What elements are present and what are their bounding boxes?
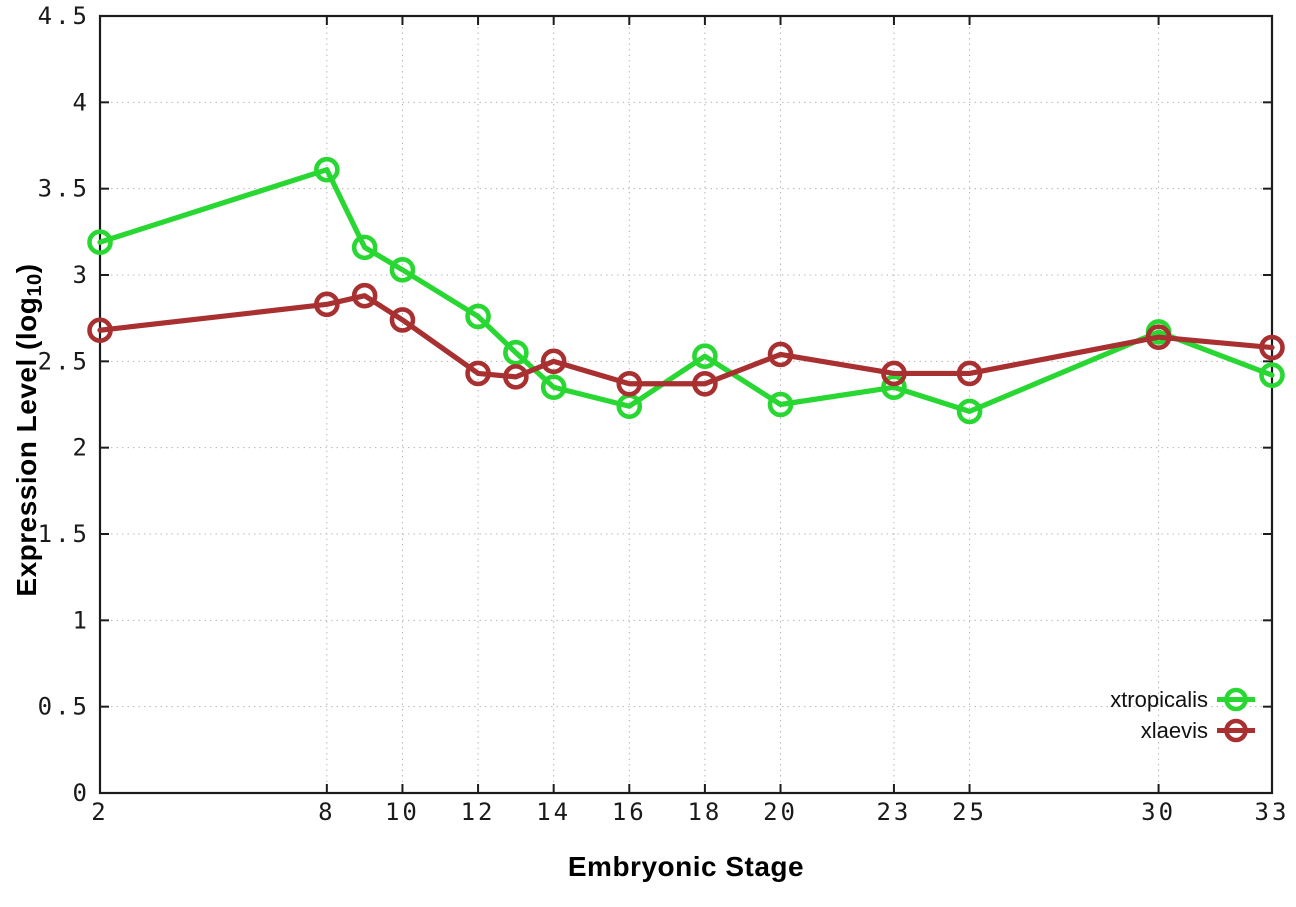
- y-tick-label: 3: [73, 261, 90, 289]
- data-point-xlaevis-10: [389, 307, 416, 333]
- data-point-xlaevis-2: [87, 317, 113, 344]
- y-tick-label: 1.5: [38, 520, 90, 548]
- data-point-xlaevis-30: [1145, 324, 1172, 350]
- x-tick-label: 30: [1141, 798, 1176, 826]
- data-point-xtropicalis-33: [1259, 362, 1285, 388]
- y-tick-label: 2: [73, 434, 90, 462]
- legend-marker-xlaevis: [1217, 718, 1255, 743]
- data-point-xlaevis-13: [503, 364, 529, 390]
- x-tick-label: 25: [952, 798, 987, 826]
- x-tick-label: 33: [1255, 798, 1290, 826]
- data-point-xlaevis-16: [616, 370, 643, 397]
- data-point-xlaevis-33: [1259, 334, 1285, 361]
- y-axis-label-suffix: ): [11, 263, 42, 274]
- data-point-xtropicalis-12: [465, 303, 491, 330]
- y-axis-label: Expression Level (log10): [11, 263, 46, 597]
- data-point-xlaevis-18: [692, 370, 718, 397]
- y-axis-label-subscript: 10: [24, 273, 46, 297]
- x-tick-label: 12: [461, 798, 496, 826]
- y-axis-label-text: Expression Level (log: [11, 296, 42, 597]
- legend-marker-xtropicalis: [1217, 687, 1255, 712]
- y-tick-label: 2.5: [38, 347, 90, 375]
- data-point-xtropicalis-18: [692, 343, 718, 369]
- legend-label-xtropicalis: xtropicalis: [1110, 686, 1208, 712]
- data-point-xtropicalis-2: [87, 229, 113, 255]
- y-tick-label: 1: [73, 606, 90, 634]
- y-tick-label: 4: [73, 88, 90, 116]
- y-tick-label: 3.5: [38, 175, 90, 203]
- legend-label-xlaevis: xlaevis: [1140, 717, 1208, 743]
- legend: xtropicalis xlaevis: [1110, 684, 1255, 746]
- data-point-xtropicalis-9: [351, 234, 378, 261]
- plot-border: [98, 14, 1274, 795]
- y-tick-label: 0: [73, 779, 90, 807]
- data-point-xtropicalis-10: [389, 257, 416, 283]
- x-tick-label: 8: [318, 798, 335, 826]
- data-point-xlaevis-25: [956, 360, 983, 387]
- data-point-xtropicalis-8: [314, 156, 340, 183]
- data-point-xtropicalis-25: [956, 398, 983, 425]
- series-line-xtropicalis: [97, 167, 1275, 415]
- data-point-xtropicalis-14: [540, 374, 567, 401]
- x-tick-label: 16: [612, 798, 647, 826]
- data-point-xtropicalis-20: [767, 391, 794, 418]
- data-point-xlaevis-14: [540, 348, 567, 375]
- x-tick-label: 10: [385, 798, 420, 826]
- legend-sample-circle: [1224, 718, 1248, 743]
- x-tick-label: 18: [687, 798, 722, 826]
- x-tick-label: 23: [876, 798, 911, 826]
- data-point-xtropicalis-23: [881, 374, 907, 401]
- data-point-xlaevis-9: [351, 282, 378, 309]
- legend-sample-circle: [1224, 687, 1248, 712]
- x-tick-label: 14: [536, 798, 571, 826]
- y-tick-label: 0.5: [38, 693, 90, 721]
- x-tick-label: 2: [91, 798, 108, 826]
- x-tick-label: 20: [763, 798, 798, 826]
- data-point-xtropicalis-13: [503, 339, 529, 366]
- data-point-xlaevis-20: [767, 341, 794, 368]
- data-point-xlaevis-23: [881, 360, 907, 387]
- x-axis-label: Embryonic Stage: [567, 851, 805, 882]
- legend-item-xlaevis: xlaevis: [1110, 715, 1255, 746]
- data-point-xlaevis-8: [314, 291, 340, 318]
- legend-item-xtropicalis: xtropicalis: [1110, 684, 1255, 715]
- y-tick-label: 4.5: [38, 2, 90, 30]
- data-point-xlaevis-12: [465, 360, 491, 387]
